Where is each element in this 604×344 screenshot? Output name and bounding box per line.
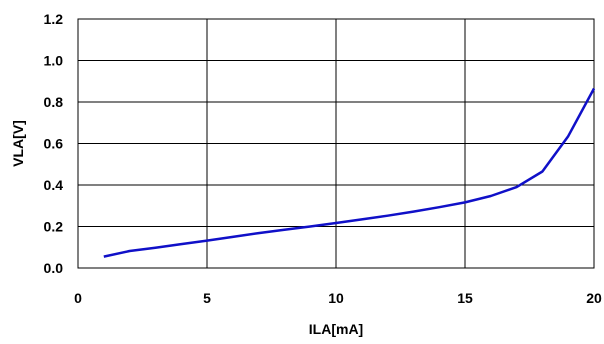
y-axis-title: VLA[V] bbox=[10, 120, 26, 167]
x-axis-ticks: 0 5 10 15 20 bbox=[74, 290, 602, 306]
x-axis-title: ILA[mA] bbox=[309, 321, 363, 337]
x-tick-label: 0 bbox=[74, 290, 82, 306]
series-line bbox=[103, 87, 596, 258]
y-tick-label: 0.2 bbox=[44, 219, 64, 235]
series-layer bbox=[103, 87, 596, 258]
plot-area-frame bbox=[77, 18, 595, 269]
y-axis-ticks: 0.0 0.2 0.4 0.6 0.8 1.0 1.2 bbox=[44, 11, 64, 276]
y-tick-label: 1.0 bbox=[44, 53, 64, 69]
grid bbox=[77, 18, 595, 269]
x-tick-label: 5 bbox=[203, 290, 211, 306]
y-tick-label: 0.4 bbox=[44, 177, 64, 193]
y-tick-label: 0.6 bbox=[44, 136, 64, 152]
y-tick-label: 0.8 bbox=[44, 94, 64, 110]
y-tick-label: 0.0 bbox=[44, 260, 64, 276]
x-tick-label: 15 bbox=[457, 290, 473, 306]
x-tick-label: 10 bbox=[328, 290, 344, 306]
x-tick-label: 20 bbox=[586, 290, 602, 306]
y-tick-label: 1.2 bbox=[44, 11, 64, 27]
